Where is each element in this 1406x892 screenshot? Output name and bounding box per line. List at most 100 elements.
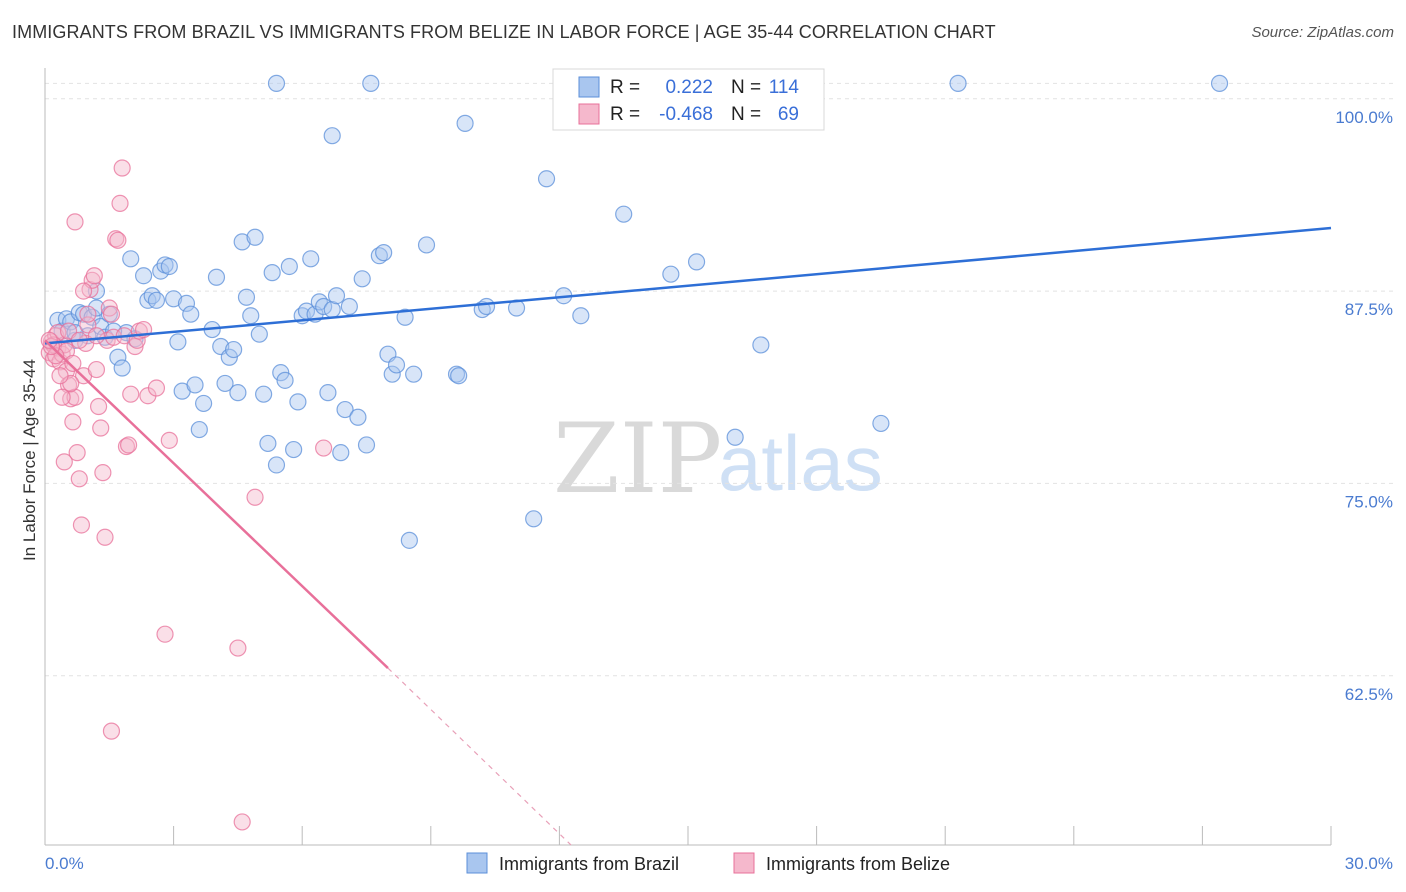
- brazil-point: [537, 170, 556, 188]
- legend-n-value-2: 69: [778, 104, 799, 125]
- belize-point: [109, 231, 127, 249]
- brazil-point: [267, 456, 286, 474]
- belize-point: [68, 444, 86, 462]
- chart-title: IMMIGRANTS FROM BRAZIL VS IMMIGRANTS FRO…: [12, 22, 996, 42]
- brazil-point: [525, 510, 543, 528]
- x-tick-label-max: 30.0%: [1345, 854, 1393, 873]
- brazil-point: [405, 365, 423, 383]
- belize-point: [96, 528, 114, 546]
- belize-point: [156, 625, 174, 643]
- brazil-point: [662, 265, 680, 283]
- x-tick-labels: 0.0% 30.0%: [45, 854, 1393, 873]
- belize-trend-extension: [387, 667, 572, 846]
- brazil-point: [319, 384, 337, 402]
- brazil-point: [340, 297, 358, 316]
- belize-point: [92, 419, 110, 437]
- brazil-point: [1210, 74, 1229, 92]
- belize-point: [113, 159, 131, 177]
- brazil-point: [949, 74, 967, 92]
- belize-point: [122, 385, 140, 403]
- brazil-point: [400, 531, 418, 549]
- brazil-point: [615, 205, 633, 223]
- brazil-point: [225, 340, 243, 359]
- legend-brazil-swatch: [578, 76, 600, 98]
- brazil-point: [336, 400, 354, 419]
- brazil-point: [182, 305, 200, 323]
- y-tick-label: 75.0%: [1345, 492, 1393, 511]
- brazil-point: [383, 365, 401, 383]
- brazil-point: [357, 436, 376, 454]
- belize-point: [66, 388, 84, 406]
- legend-belize-swatch: [578, 103, 600, 125]
- brazil-point: [246, 228, 264, 246]
- brazil-point: [327, 287, 346, 305]
- belize-point: [70, 470, 88, 488]
- brazil-point: [456, 114, 474, 132]
- brazil-point: [362, 74, 380, 92]
- brazil-point: [267, 74, 286, 92]
- belize-point: [64, 413, 82, 431]
- brazil-point: [375, 244, 393, 262]
- bottom-legend-belize-label: Immigrants from Belize: [766, 854, 950, 874]
- bottom-legend-belize-swatch: [733, 852, 755, 874]
- belize-point: [72, 516, 91, 534]
- brazil-point: [332, 444, 350, 462]
- belize-point: [233, 813, 251, 831]
- brazil-point: [417, 236, 436, 254]
- source-label: Source: ZipAtlas.com: [1251, 24, 1394, 41]
- belize-trend-line: [44, 339, 389, 669]
- belize-point: [55, 453, 73, 471]
- belize-point: [87, 327, 106, 345]
- brazil-point: [396, 308, 414, 326]
- brazil-point: [353, 270, 371, 288]
- belize-point: [53, 388, 71, 406]
- belize-point: [89, 397, 108, 416]
- brazil-point: [92, 317, 110, 336]
- brazil-point: [752, 336, 770, 354]
- belize-point: [79, 305, 97, 323]
- bottom-legend: Immigrants from Brazil Immigrants from B…: [466, 852, 950, 874]
- brazil-point: [477, 297, 496, 316]
- brazil-point: [186, 376, 204, 394]
- brazil-point: [450, 367, 468, 385]
- brazil-point: [207, 268, 226, 286]
- watermark-atlas: atlas: [718, 419, 883, 507]
- brazil-point: [387, 356, 406, 374]
- brazil-point: [255, 385, 273, 403]
- brazil-point: [113, 359, 131, 377]
- legend-r-value-2: -0.468: [659, 104, 713, 125]
- legend-n-label-2: N =: [731, 104, 761, 125]
- belize-point: [246, 488, 264, 506]
- legend-r-label-1: R =: [610, 77, 640, 98]
- brazil-point: [169, 333, 187, 351]
- legend-n-label-1: N =: [731, 77, 761, 98]
- belize-point: [147, 379, 166, 397]
- brazil-point: [160, 257, 178, 276]
- belize-point: [85, 267, 103, 285]
- y-axis-label: In Labor Force | Age 35-44: [20, 359, 39, 561]
- watermark-zip: ZIP: [553, 403, 722, 515]
- brazil-point: [190, 420, 208, 439]
- y-tick-labels: 62.5% 75.0% 87.5% 100.0%: [1335, 108, 1393, 704]
- belize-point: [74, 282, 93, 300]
- brazil-point: [250, 325, 268, 343]
- brazil-point: [237, 288, 256, 306]
- belize-point: [119, 436, 138, 454]
- brazil-point: [323, 127, 341, 145]
- brazil-point: [289, 393, 307, 411]
- axes: [44, 68, 1332, 846]
- belize-point: [47, 347, 65, 365]
- legend: R = 0.222 N = 114 R = -0.468 N = 69: [552, 68, 825, 131]
- bottom-legend-brazil-swatch: [466, 852, 488, 874]
- brazil-point: [122, 250, 140, 268]
- brazil-point: [726, 428, 744, 446]
- belize-point: [102, 722, 121, 740]
- y-tick-label: 100.0%: [1335, 108, 1393, 127]
- legend-r-value-1: 0.222: [665, 77, 713, 98]
- brazil-point: [572, 307, 590, 325]
- belize-point: [66, 213, 84, 231]
- brazil-point: [147, 291, 166, 309]
- belize-point: [111, 194, 129, 212]
- y-tick-label: 87.5%: [1345, 300, 1393, 319]
- brazil-point: [195, 394, 213, 413]
